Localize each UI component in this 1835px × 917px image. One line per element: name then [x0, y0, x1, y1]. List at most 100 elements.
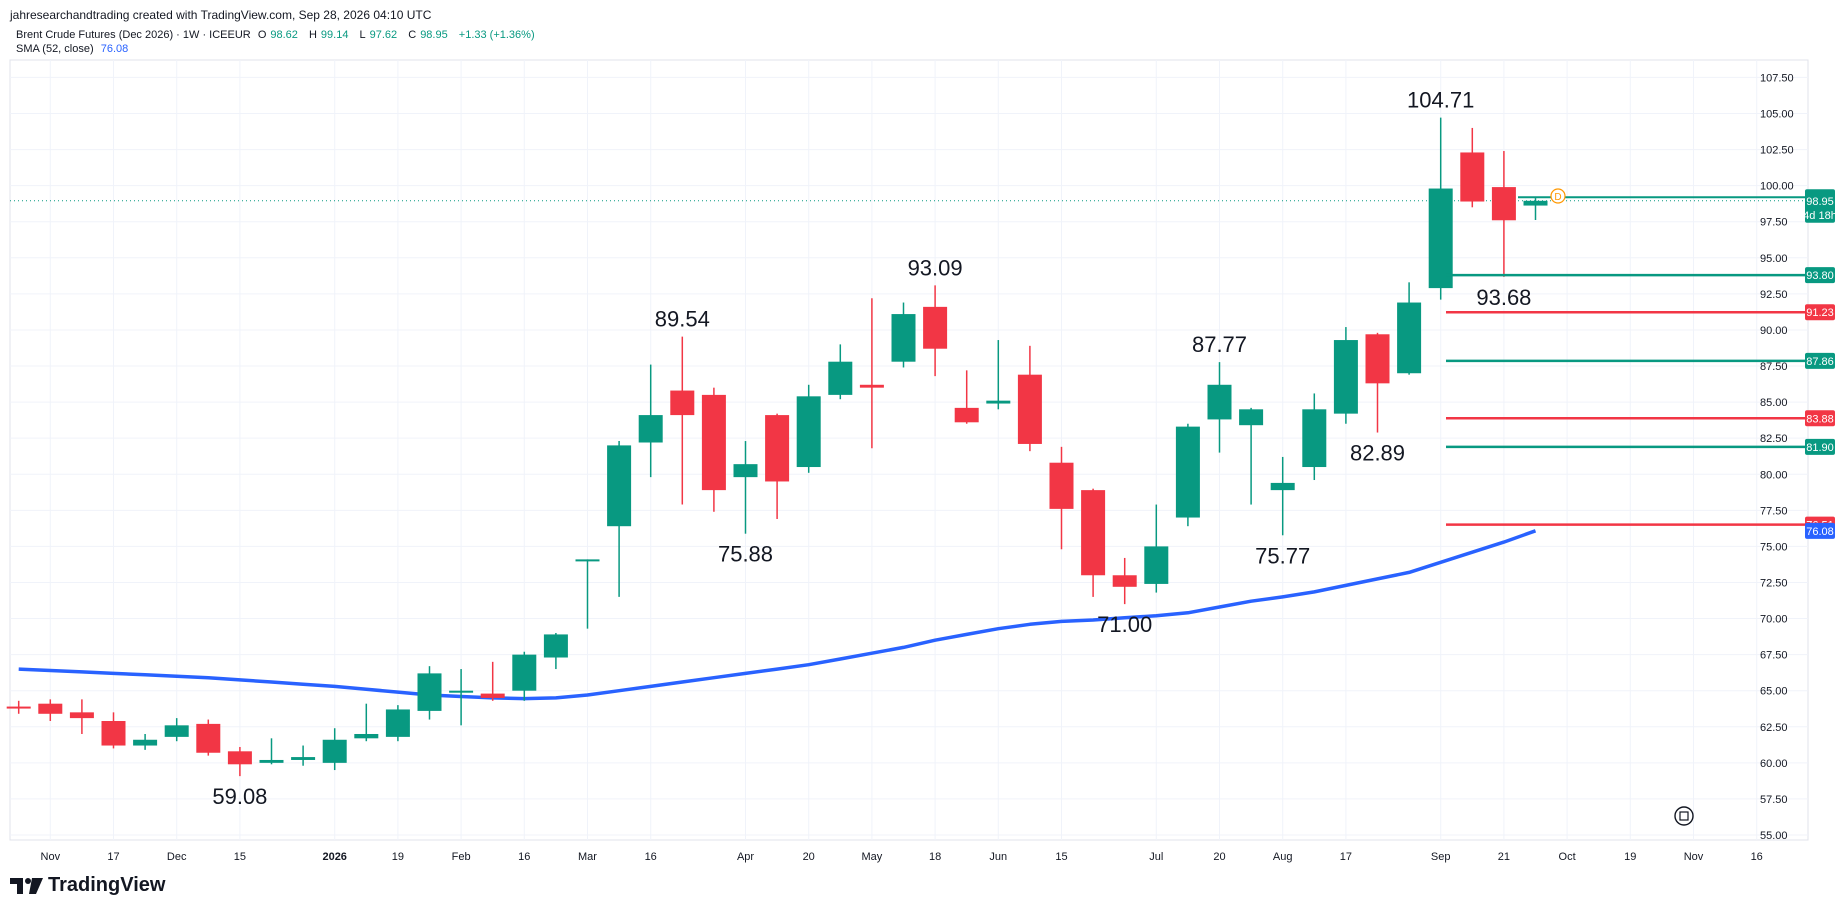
candle-down	[670, 390, 695, 416]
x-tick-label: 19	[392, 851, 404, 863]
y-tick-label: 70.00	[1760, 614, 1788, 626]
x-tick-label: 19	[1624, 851, 1636, 863]
candle-up	[638, 415, 663, 443]
x-tick-label: 18	[929, 851, 941, 863]
candle-up	[259, 759, 284, 763]
candle-down	[765, 415, 790, 482]
candle-up	[1207, 384, 1232, 420]
candle-up	[417, 673, 442, 711]
level-badge-label: 83.88	[1806, 413, 1834, 425]
x-tick-label: 20	[1213, 851, 1225, 863]
y-tick-label: 85.00	[1760, 397, 1788, 409]
level-badge	[1805, 438, 1835, 455]
x-tick-label: Apr	[737, 851, 754, 863]
open-value: O 98.62	[257, 29, 298, 41]
candle-up	[291, 757, 316, 760]
candle-down	[480, 693, 505, 698]
y-tick-label: 87.50	[1760, 361, 1788, 373]
price-annotation: 93.68	[1476, 285, 1531, 310]
y-tick-label: 77.50	[1760, 505, 1788, 517]
candle-up	[449, 690, 474, 693]
candle-up	[733, 464, 758, 478]
candle-down	[859, 384, 884, 388]
y-tick-label: 102.50	[1760, 145, 1794, 157]
level-badge	[1805, 352, 1835, 369]
price-annotation: 59.08	[212, 784, 267, 809]
x-tick-label: Sep	[1431, 851, 1451, 863]
sma-line	[18, 529, 1537, 701]
level-badge-label: 87.86	[1806, 356, 1834, 368]
candle-up	[796, 396, 821, 468]
x-tick-label: 16	[645, 851, 657, 863]
candle-up	[1144, 546, 1169, 584]
y-tick-label: 105.00	[1760, 109, 1794, 121]
y-tick-label: 90.00	[1760, 325, 1788, 337]
dividend-marker-label: D	[1554, 192, 1561, 203]
y-tick-label: 80.00	[1760, 469, 1788, 481]
x-tick-label: 21	[1498, 851, 1510, 863]
candle-up	[512, 654, 537, 691]
y-tick-label: 62.50	[1760, 722, 1788, 734]
candle-up	[164, 725, 189, 737]
plot-frame	[9, 59, 1809, 841]
sma-legend[interactable]: SMA (52, close) 76.08	[16, 43, 132, 55]
candle-down	[6, 706, 31, 709]
candle-up	[133, 739, 158, 746]
timezone-icon-inner	[1679, 811, 1689, 821]
x-tick-label: 15	[234, 851, 246, 863]
level-badge-label: 93.80	[1806, 270, 1834, 282]
candle-down	[1365, 334, 1390, 384]
x-tick-label: Nov	[1684, 851, 1704, 863]
level-badge	[1805, 410, 1835, 427]
price-annotation: 75.77	[1255, 543, 1310, 568]
x-tick-label: 15	[1055, 851, 1067, 863]
y-tick-label: 107.50	[1760, 72, 1794, 84]
price-badge-label: 98.95	[1806, 196, 1834, 208]
candle-up	[891, 314, 916, 362]
candle-down	[1081, 490, 1106, 576]
candle-up	[1302, 409, 1327, 468]
price-annotation: 82.89	[1350, 441, 1405, 466]
x-tick-label: 16	[1751, 851, 1763, 863]
price-annotation: 89.54	[655, 307, 710, 332]
tradingview-logo[interactable]: TradingView	[10, 874, 165, 897]
x-tick-label: 17	[1340, 851, 1352, 863]
symbol-name[interactable]: Brent Crude Futures (Dec 2026) · 1W · IC…	[16, 29, 251, 41]
y-tick-label: 95.00	[1760, 253, 1788, 265]
level-badge	[1805, 267, 1835, 284]
candle-up	[1333, 340, 1358, 414]
candle-up	[607, 445, 632, 527]
candle-up	[1397, 302, 1422, 374]
x-tick-label: 2026	[322, 851, 346, 863]
y-tick-label: 55.00	[1760, 830, 1788, 842]
level-badge-label: 81.90	[1806, 442, 1834, 454]
price-badge-label: 76.08	[1806, 526, 1834, 538]
candle-up	[828, 361, 853, 395]
x-tick-label: Dec	[167, 851, 187, 863]
candle-up	[1175, 426, 1200, 518]
sma-value: 76.08	[100, 43, 129, 55]
candle-down	[1460, 152, 1485, 202]
symbol-legend[interactable]: Brent Crude Futures (Dec 2026) · 1W · IC…	[16, 29, 539, 41]
y-tick-label: 100.00	[1760, 181, 1794, 193]
x-tick-label: Feb	[452, 851, 471, 863]
candle-down	[1017, 374, 1042, 444]
price-annotation: 104.71	[1407, 88, 1474, 113]
chart-credit: jahresearchandtrading created with Tradi…	[10, 8, 432, 22]
candle-down	[923, 306, 948, 349]
candle-down	[227, 751, 252, 765]
x-tick-label: 16	[518, 851, 530, 863]
price-badge	[1805, 192, 1835, 223]
close-value: C 98.95	[408, 29, 448, 41]
tradingview-logo-icon	[10, 877, 43, 894]
x-tick-label: Oct	[1559, 851, 1576, 863]
y-tick-label: 72.50	[1760, 577, 1788, 589]
y-tick-label: 97.50	[1760, 217, 1788, 229]
level-badge-label: 91.23	[1806, 307, 1834, 319]
candle-down	[1112, 575, 1137, 587]
candle-down	[101, 721, 126, 746]
x-tick-label: 17	[107, 851, 119, 863]
candle-up	[1428, 188, 1453, 289]
candle-down	[69, 712, 94, 719]
